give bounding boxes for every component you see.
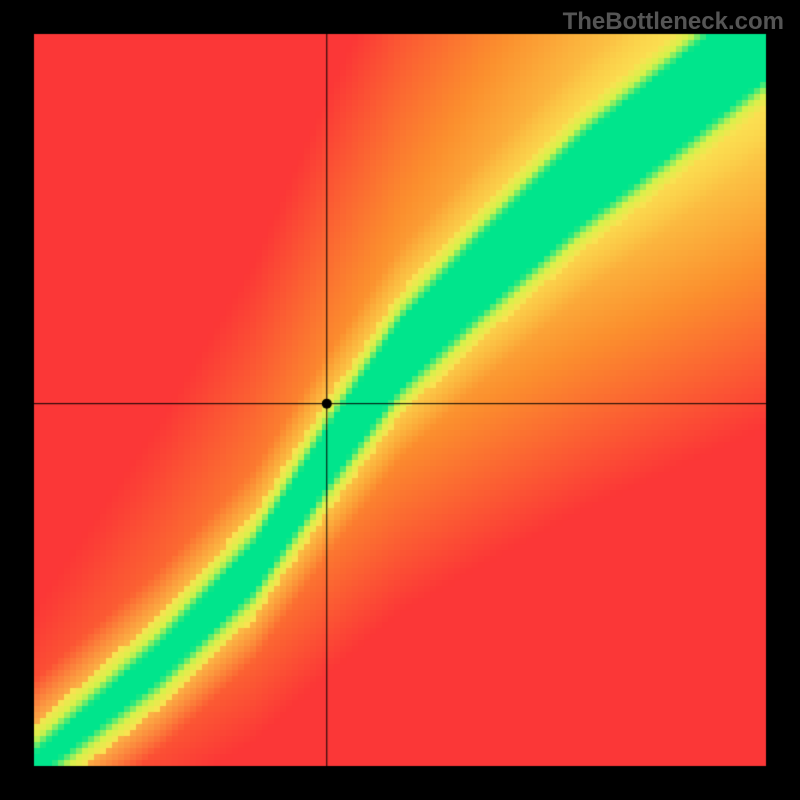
- chart-container: TheBottleneck.com: [0, 0, 800, 800]
- watermark-text: TheBottleneck.com: [563, 8, 784, 36]
- bottleneck-heatmap: [0, 0, 800, 800]
